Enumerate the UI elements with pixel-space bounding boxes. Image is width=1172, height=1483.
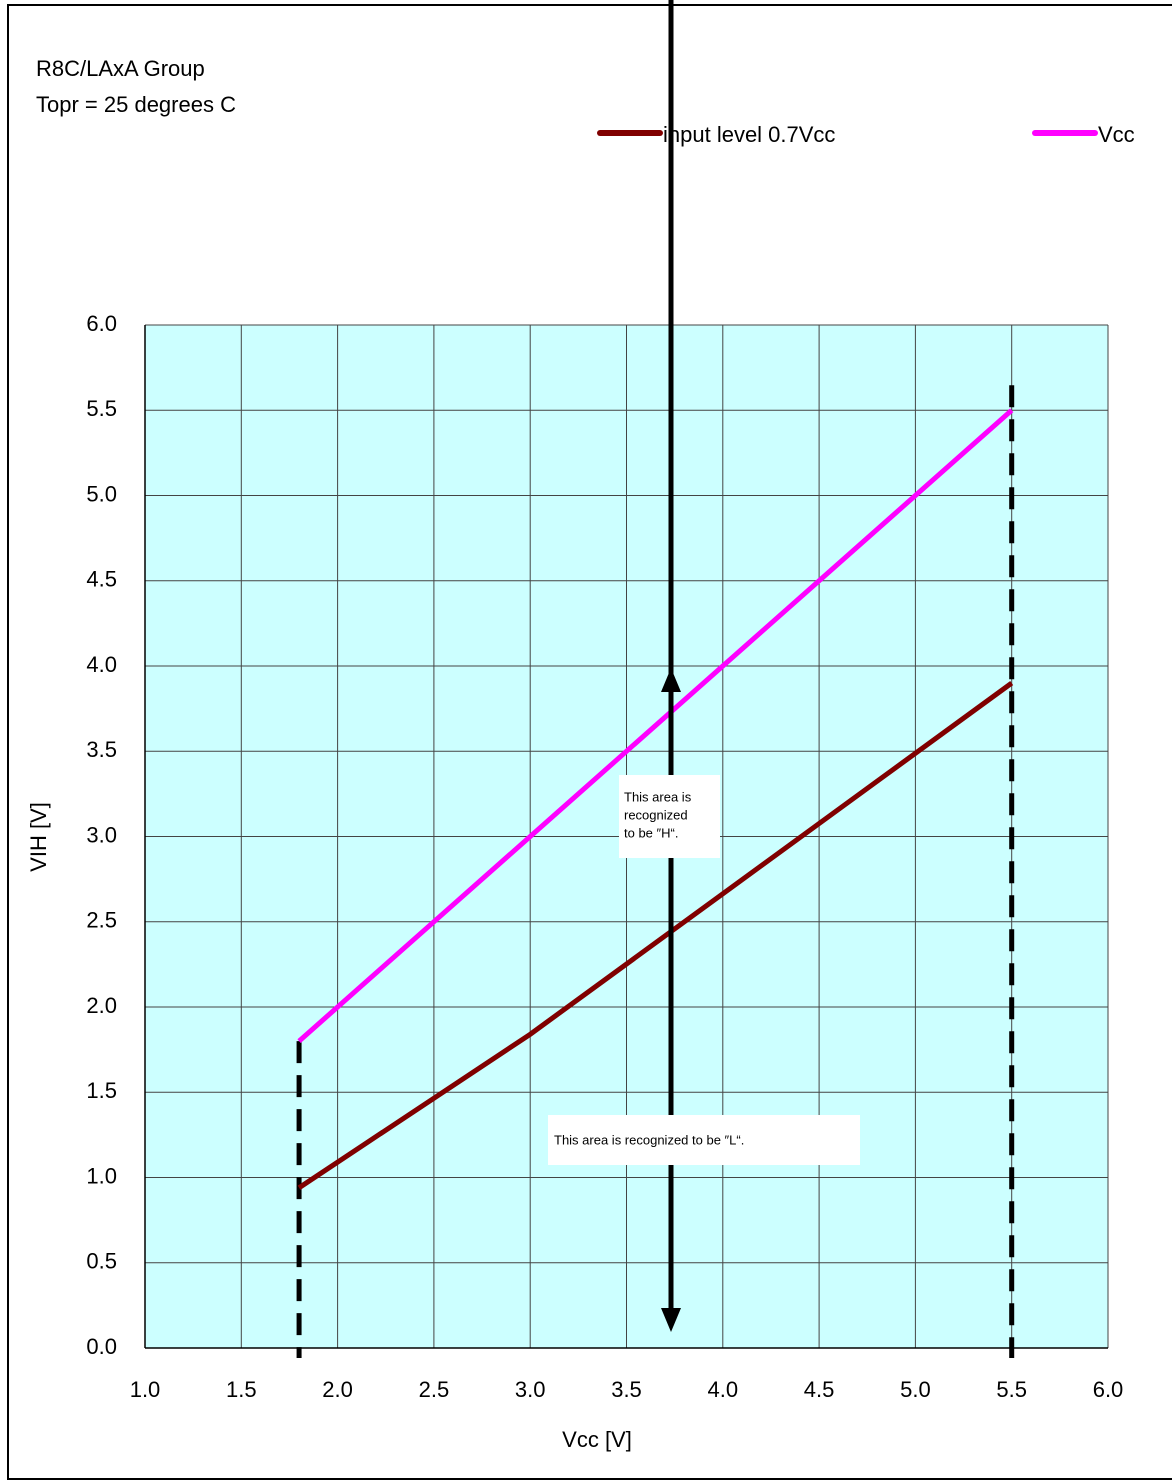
y-tick-label: 4.0 (86, 652, 117, 677)
x-axis-label: Vcc [V] (562, 1427, 632, 1452)
x-tick-label: 3.0 (515, 1377, 546, 1402)
y-tick-label: 6.0 (86, 311, 117, 336)
x-tick-label: 2.0 (322, 1377, 353, 1402)
x-tick-label: 6.0 (1093, 1377, 1124, 1402)
y-tick-label: 0.5 (86, 1249, 117, 1274)
x-tick-label: 5.0 (900, 1377, 931, 1402)
x-tick-label: 1.0 (130, 1377, 161, 1402)
y-tick-label: 5.0 (86, 481, 117, 506)
x-tick-label: 2.5 (419, 1377, 450, 1402)
y-tick-label: 2.5 (86, 908, 117, 933)
y-tick-label: 4.5 (86, 567, 117, 592)
series-line (297, 681, 1014, 1190)
y-axis-label: VIH [V] (26, 802, 51, 872)
y-tick-label: 3.5 (86, 737, 117, 762)
header-line: Topr = 25 degrees C (36, 92, 236, 117)
header-line: R8C/LAxA Group (36, 56, 205, 81)
x-tick-label: 1.5 (226, 1377, 257, 1402)
annotation-box (619, 775, 720, 858)
y-tick-label: 3.0 (86, 822, 117, 847)
annotation: to be ″H“. (624, 825, 678, 840)
legend-label: Vcc (1098, 122, 1135, 147)
annotation: recognized (624, 807, 688, 822)
annotation: This area is (624, 789, 692, 804)
frame (7, 4, 1172, 1480)
y-tick-label: 0.0 (86, 1334, 117, 1359)
x-tick-label: 4.0 (708, 1377, 739, 1402)
annotation-box (548, 1115, 860, 1165)
annotation: This area is recognized to be ″L“. (554, 1132, 744, 1147)
y-tick-label: 1.0 (86, 1163, 117, 1188)
x-tick-label: 5.5 (996, 1377, 1027, 1402)
y-tick-label: 5.5 (86, 396, 117, 421)
x-tick-label: 3.5 (611, 1377, 642, 1402)
series-line (297, 408, 1014, 1043)
y-tick-label: 2.0 (86, 993, 117, 1018)
x-tick-label: 4.5 (804, 1377, 835, 1402)
legend-label: input level 0.7Vcc (663, 122, 835, 147)
y-tick-label: 1.5 (86, 1078, 117, 1103)
